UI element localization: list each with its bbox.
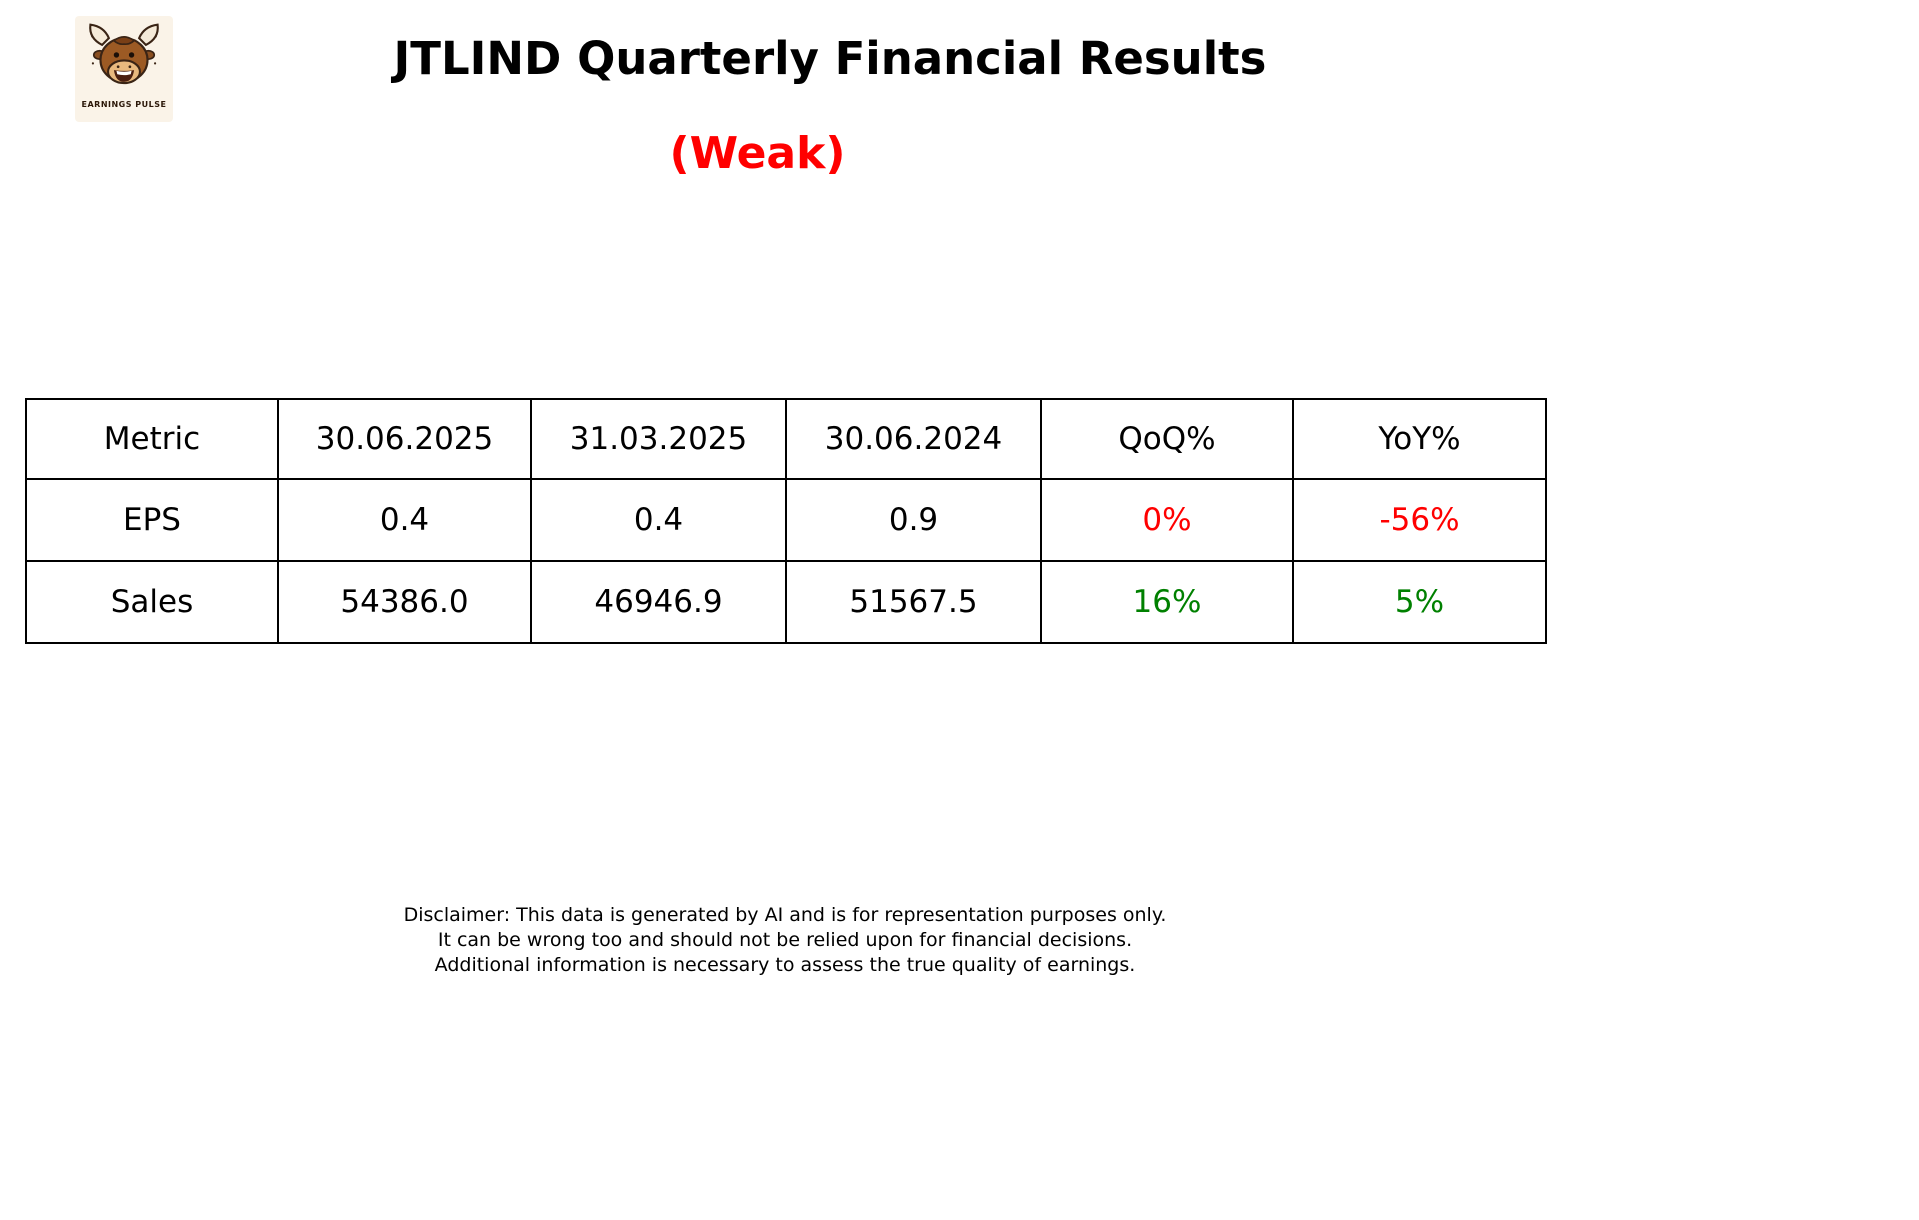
disclaimer: Disclaimer: This data is generated by AI…: [0, 903, 1570, 978]
financial-results-table: Metric 30.06.2025 31.03.2025 30.06.2024 …: [25, 398, 1547, 644]
sales-qoq-value: 16%: [1040, 560, 1294, 644]
table-header-row: Metric 30.06.2025 31.03.2025 30.06.2024 …: [25, 398, 1547, 480]
sales-year-ago-value: 51567.5: [785, 560, 1042, 644]
col-header-year-ago-quarter: 30.06.2024: [785, 398, 1042, 480]
eps-previous-value: 0.4: [530, 478, 787, 562]
eps-current-value: 0.4: [277, 478, 532, 562]
verdict-subtitle: (Weak): [669, 128, 846, 179]
eps-yoy-value: -56%: [1292, 478, 1547, 562]
col-header-qoq: QoQ%: [1040, 398, 1294, 480]
disclaimer-line: It can be wrong too and should not be re…: [437, 929, 1133, 951]
metric-label: Sales: [25, 560, 279, 644]
logo-text: EARNINGS PULSE: [81, 100, 167, 109]
sales-yoy-value: 5%: [1292, 560, 1547, 644]
col-header-metric: Metric: [25, 398, 279, 480]
disclaimer-line: Disclaimer: This data is generated by AI…: [403, 904, 1167, 926]
bull-icon: [89, 23, 159, 85]
col-header-yoy: YoY%: [1292, 398, 1547, 480]
sales-previous-value: 46946.9: [530, 560, 787, 644]
col-header-current-quarter: 30.06.2025: [277, 398, 532, 480]
page-title: JTLIND Quarterly Financial Results: [393, 32, 1267, 85]
col-header-previous-quarter: 31.03.2025: [530, 398, 787, 480]
metric-label: EPS: [25, 478, 279, 562]
eps-year-ago-value: 0.9: [785, 478, 1042, 562]
eps-qoq-value: 0%: [1040, 478, 1294, 562]
disclaimer-line: Additional information is necessary to a…: [434, 954, 1136, 976]
earnings-pulse-logo: EARNINGS PULSE: [75, 16, 173, 122]
table-row-sales: Sales 54386.0 46946.9 51567.5 16% 5%: [25, 560, 1547, 644]
sales-current-value: 54386.0: [277, 560, 532, 644]
table-row-eps: EPS 0.4 0.4 0.9 0% -56%: [25, 478, 1547, 562]
